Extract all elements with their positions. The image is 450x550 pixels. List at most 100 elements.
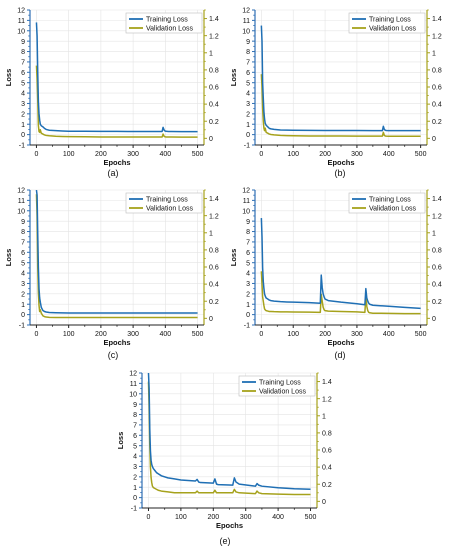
legend-label-1: Validation Loss [369,26,416,33]
left-tick-label: 2 [133,474,137,481]
series-line-validation-loss [35,65,198,138]
left-tick-label: 3 [133,464,137,471]
x-tick-label: 100 [287,151,299,158]
left-tick-label: 9 [246,39,250,46]
left-tick-label: 6 [246,250,250,257]
left-tick-label: 2 [246,111,250,118]
x-axis-label: Epochs [103,158,130,167]
left-tick-label: 11 [243,198,250,205]
y-axis-label: Loss [229,249,238,267]
panel-caption: (c) [108,350,119,360]
left-tick-label: 3 [21,281,25,288]
right-tick-label: 0.2 [209,119,219,126]
left-tick-label: 9 [21,219,25,226]
left-tick-label: 2 [21,111,25,118]
left-tick-label: 12 [242,188,250,195]
series-line-training-loss [147,373,311,491]
right-tick-label: 1.4 [432,16,442,23]
left-tick-label: 11 [18,198,25,205]
legend-label-0: Training Loss [146,17,188,24]
right-tick-label: 1.4 [322,379,332,386]
right-tick-label: 0.8 [209,247,219,254]
left-tick-label: 4 [246,271,250,278]
left-tick-label: 8 [21,229,25,236]
left-tick-label: 3 [246,101,250,108]
right-tick-label: 1 [209,230,213,237]
left-tick-label: 0 [246,312,250,319]
right-tick-label: 0.2 [432,119,442,126]
right-tick-label: 1.2 [432,213,442,220]
legend-box [348,192,426,214]
left-tick-label: 1 [133,485,137,492]
left-tick-label: 5 [21,260,25,267]
right-tick-label: 0.6 [322,448,332,455]
right-tick-label: 0.6 [209,265,219,272]
legend-label-0: Training Loss [369,197,411,204]
left-tick-label: 6 [21,70,25,77]
right-tick-label: 0.2 [209,299,219,306]
right-tick-label: 0.4 [322,465,332,472]
left-tick-label: 9 [21,39,25,46]
x-tick-label: 200 [95,151,107,158]
right-tick-label: 0.6 [209,85,219,92]
right-tick-label: 0 [209,316,213,323]
left-tick-label: 8 [133,412,137,419]
series-line-training-loss [260,25,421,132]
legend-box [125,192,203,214]
right-tick-label: 0.8 [432,67,442,74]
series-line-training-loss [35,190,198,314]
left-tick-label: 10 [17,28,25,35]
x-tick-label: 0 [259,331,263,338]
left-tick-label: -1 [244,143,250,150]
left-tick-label: 10 [17,208,25,215]
x-tick-label: 100 [287,331,299,338]
right-tick-label: 1.4 [432,196,442,203]
x-tick-label: 0 [259,151,263,158]
left-tick-label: 10 [242,208,250,215]
right-tick-label: 1 [322,413,326,420]
x-tick-label: 500 [192,331,204,338]
left-tick-label: 7 [21,240,25,247]
legend-label-0: Training Loss [259,380,301,387]
left-tick-label: 7 [246,60,250,67]
left-tick-label: 10 [242,28,250,35]
x-tick-label: 0 [147,514,151,521]
right-tick-label: 1 [209,50,213,57]
panel-caption: (d) [335,350,346,360]
left-tick-label: 4 [246,91,250,98]
x-tick-label: 500 [192,151,204,158]
x-tick-label: 500 [415,331,427,338]
right-tick-label: 0.4 [209,282,219,289]
legend-label-1: Validation Loss [146,26,193,33]
panel-caption: (a) [108,168,119,178]
right-tick-label: 0.4 [432,102,442,109]
right-tick-label: 0 [432,136,436,143]
x-tick-label: 400 [383,151,395,158]
left-tick-label: 11 [18,18,25,25]
left-tick-label: 4 [21,271,25,278]
left-tick-label: 4 [133,454,137,461]
left-tick-label: 8 [21,49,25,56]
x-axis-label: Epochs [216,521,243,530]
right-tick-label: 1 [432,230,436,237]
left-tick-label: 5 [21,80,25,87]
left-tick-label: 2 [246,291,250,298]
series-line-validation-loss [260,74,421,137]
right-tick-label: 1.4 [209,16,219,23]
left-tick-label: 3 [246,281,250,288]
series-line-training-loss [260,218,421,310]
x-tick-label: 100 [175,514,187,521]
left-tick-label: 4 [21,91,25,98]
left-tick-label: 8 [246,49,250,56]
right-tick-label: 0.8 [322,430,332,437]
left-tick-label: 0 [21,312,25,319]
left-tick-label: -1 [244,323,250,330]
left-tick-label: 1 [21,122,25,129]
right-tick-label: 0.2 [322,482,332,489]
x-tick-label: 400 [159,151,171,158]
left-tick-label: 9 [246,219,250,226]
